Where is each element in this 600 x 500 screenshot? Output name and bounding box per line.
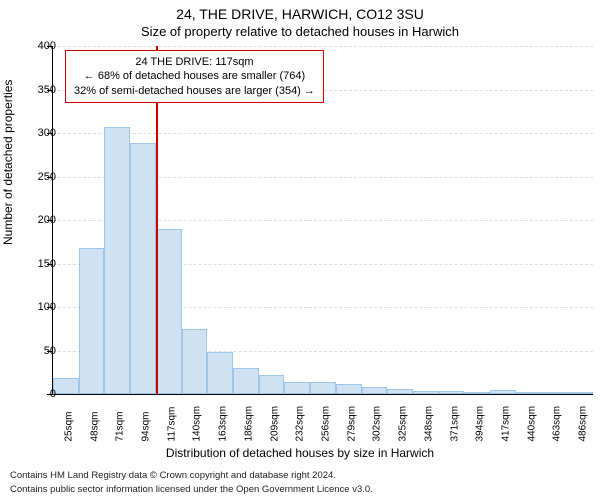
footer-line-1: Contains HM Land Registry data © Crown c… <box>10 470 336 481</box>
histogram-bar <box>104 127 130 394</box>
x-tick-label: 48sqm <box>89 411 100 441</box>
x-tick-label: 140sqm <box>192 406 203 442</box>
histogram-bar <box>542 392 568 394</box>
x-tick-label: 440sqm <box>526 406 537 442</box>
x-tick-label: 371sqm <box>449 406 460 442</box>
histogram-bar <box>156 229 182 394</box>
y-tick-mark <box>47 90 52 91</box>
annotation-line: ← 68% of detached houses are smaller (76… <box>74 69 315 83</box>
histogram-bar <box>336 384 362 394</box>
histogram-bar <box>259 375 285 394</box>
histogram-bar <box>310 382 336 394</box>
x-tick-label: 348sqm <box>423 406 434 442</box>
histogram-bar <box>387 389 413 394</box>
x-tick-label: 71sqm <box>115 411 126 441</box>
histogram-bar <box>362 387 388 394</box>
gridline <box>53 133 593 134</box>
chart-container: 24, THE DRIVE, HARWICH, CO12 3SU Size of… <box>0 0 600 500</box>
x-tick-label: 163sqm <box>218 406 229 442</box>
y-tick-mark <box>47 351 52 352</box>
x-tick-label: 417sqm <box>501 406 512 442</box>
x-tick-label: 256sqm <box>321 406 332 442</box>
x-tick-label: 302sqm <box>372 406 383 442</box>
x-tick-label: 394sqm <box>475 406 486 442</box>
y-axis-label: Number of detached properties <box>1 80 15 245</box>
y-tick-mark <box>47 177 52 178</box>
histogram-bar <box>516 392 542 394</box>
histogram-bar <box>490 390 516 394</box>
y-tick-mark <box>47 133 52 134</box>
y-tick-mark <box>47 394 52 395</box>
x-tick-label: 117sqm <box>166 407 177 442</box>
annotation-box: 24 THE DRIVE: 117sqm← 68% of detached ho… <box>65 50 324 103</box>
y-tick-mark <box>47 46 52 47</box>
x-tick-label: 325sqm <box>398 406 409 442</box>
x-tick-label: 186sqm <box>243 406 254 442</box>
chart-subtitle: Size of property relative to detached ho… <box>0 24 600 39</box>
x-tick-label: 486sqm <box>578 406 589 442</box>
annotation-line: 32% of semi-detached houses are larger (… <box>74 84 315 98</box>
y-tick-mark <box>47 220 52 221</box>
y-tick-mark <box>47 264 52 265</box>
histogram-bar <box>284 382 310 394</box>
x-tick-label: 25sqm <box>63 411 74 441</box>
x-axis-label: Distribution of detached houses by size … <box>0 446 600 460</box>
histogram-bar <box>464 392 490 394</box>
histogram-bar <box>413 391 439 394</box>
x-tick-label: 232sqm <box>295 406 306 442</box>
histogram-bar <box>182 329 208 394</box>
x-tick-label: 94sqm <box>141 411 152 441</box>
histogram-bar <box>233 368 259 394</box>
x-tick-label: 279sqm <box>346 406 357 442</box>
histogram-bar <box>79 248 105 394</box>
x-tick-label: 463sqm <box>552 406 563 442</box>
footer-line-2: Contains public sector information licen… <box>10 484 373 495</box>
y-tick-mark <box>47 307 52 308</box>
chart-title: 24, THE DRIVE, HARWICH, CO12 3SU <box>0 6 600 22</box>
histogram-bar <box>567 392 593 394</box>
histogram-bar <box>207 352 233 394</box>
histogram-bar <box>130 143 156 394</box>
histogram-bar <box>53 378 79 394</box>
gridline <box>53 46 593 47</box>
histogram-bar <box>439 391 465 394</box>
x-tick-label: 209sqm <box>269 406 280 442</box>
annotation-line: 24 THE DRIVE: 117sqm <box>74 55 315 69</box>
